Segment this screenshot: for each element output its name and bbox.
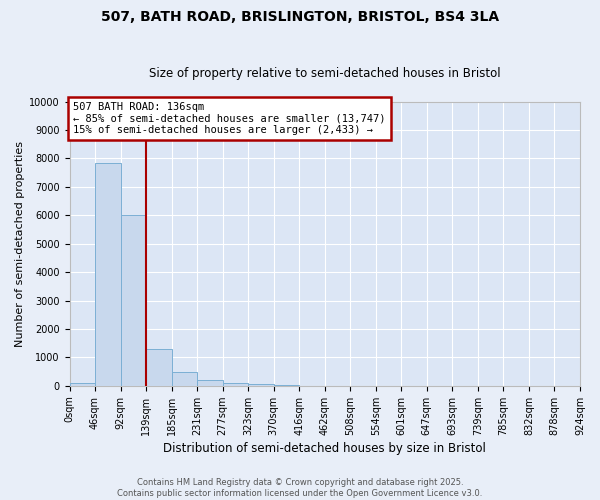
X-axis label: Distribution of semi-detached houses by size in Bristol: Distribution of semi-detached houses by … — [163, 442, 486, 455]
Bar — [146, 349, 172, 386]
Text: 507 BATH ROAD: 136sqm
← 85% of semi-detached houses are smaller (13,747)
15% of : 507 BATH ROAD: 136sqm ← 85% of semi-deta… — [73, 102, 386, 136]
Text: Contains HM Land Registry data © Crown copyright and database right 2025.
Contai: Contains HM Land Registry data © Crown c… — [118, 478, 482, 498]
Bar — [172, 372, 197, 386]
Text: 507, BATH ROAD, BRISLINGTON, BRISTOL, BS4 3LA: 507, BATH ROAD, BRISLINGTON, BRISTOL, BS… — [101, 10, 499, 24]
Title: Size of property relative to semi-detached houses in Bristol: Size of property relative to semi-detach… — [149, 66, 500, 80]
Bar — [223, 383, 248, 386]
Bar — [197, 380, 223, 386]
Y-axis label: Number of semi-detached properties: Number of semi-detached properties — [15, 140, 25, 346]
Bar — [70, 383, 95, 386]
Bar — [248, 384, 274, 386]
Bar — [95, 162, 121, 386]
Bar — [121, 215, 146, 386]
